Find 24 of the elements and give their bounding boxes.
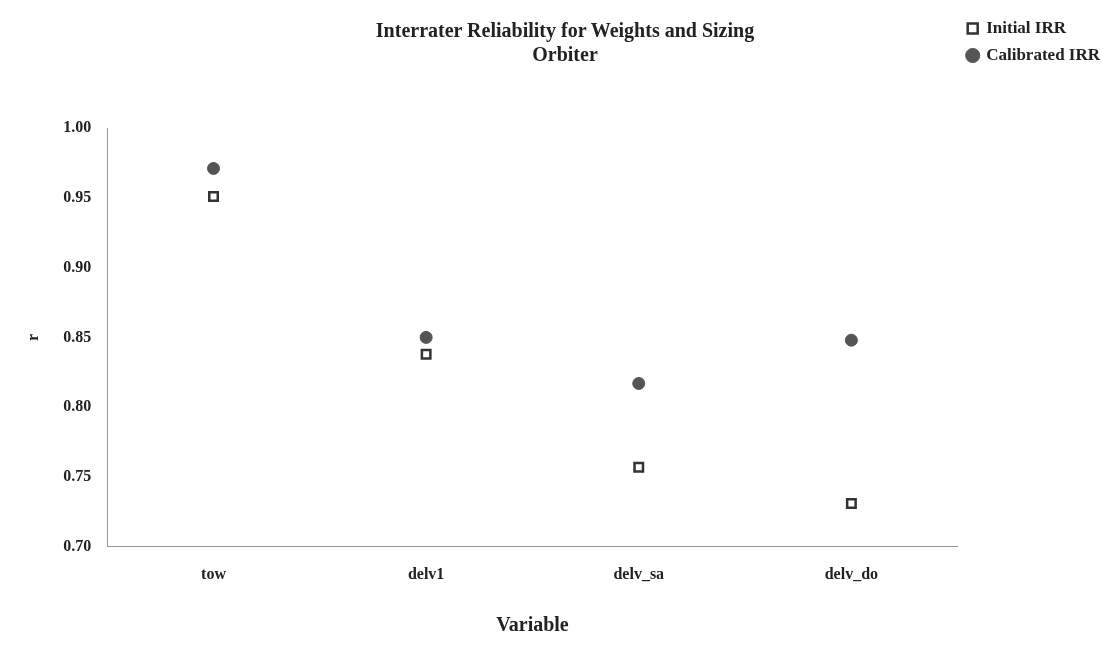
y-tick-label: 1.00 xyxy=(63,118,92,136)
y-tick-label: 0.80 xyxy=(63,397,92,415)
x-tick-label: delv_sa xyxy=(613,564,665,582)
point xyxy=(208,190,220,202)
y-tick-label: 0.70 xyxy=(63,536,92,554)
y-tick-label: 0.90 xyxy=(63,257,92,275)
y-tick-label: 0.75 xyxy=(63,467,92,485)
point xyxy=(207,161,221,175)
y-tick-label: 0.95 xyxy=(63,187,92,205)
point xyxy=(633,461,645,473)
legend-label: Calibrated IRR xyxy=(986,44,1101,64)
x-axis-title: Variable xyxy=(496,613,569,636)
point xyxy=(420,348,432,360)
y-axis-title: r xyxy=(23,333,41,341)
point xyxy=(844,333,858,347)
x-tick-label: delv1 xyxy=(407,564,445,582)
point xyxy=(845,498,857,510)
point xyxy=(632,376,646,390)
point xyxy=(419,330,433,344)
y-tick-label: 0.85 xyxy=(63,327,92,345)
x-tick-label: delv_do xyxy=(824,564,879,582)
chart-title: Interrater Reliability for Weights and Sizing Orbiter xyxy=(375,19,755,66)
legend-label: Initial IRR xyxy=(986,17,1067,37)
x-tick-label: tow xyxy=(201,564,227,582)
